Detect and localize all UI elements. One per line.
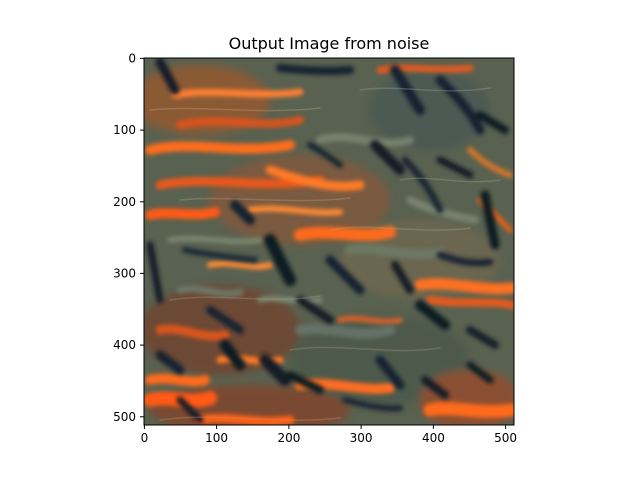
output-image: [144, 58, 514, 425]
plot-title: Output Image from noise: [229, 34, 430, 53]
x-tick-label: 300: [350, 431, 373, 445]
y-tick-label: 400: [113, 338, 136, 352]
y-axis: 0 100 200 300 400 500: [113, 52, 144, 424]
y-tick-label: 100: [113, 123, 136, 137]
x-tick-label: 200: [277, 431, 300, 445]
x-tick-label: 0: [141, 431, 149, 445]
x-tick-label: 400: [422, 431, 445, 445]
y-tick-label: 0: [128, 52, 136, 66]
axes-frame: [143, 57, 515, 426]
x-tick-label: 500: [494, 431, 517, 445]
y-tick-label: 500: [113, 410, 136, 424]
x-tick-label: 100: [205, 431, 228, 445]
y-tick-label: 300: [113, 267, 136, 281]
x-axis: 0 100 200 300 400 500: [141, 425, 517, 445]
y-tick-label: 200: [113, 195, 136, 209]
